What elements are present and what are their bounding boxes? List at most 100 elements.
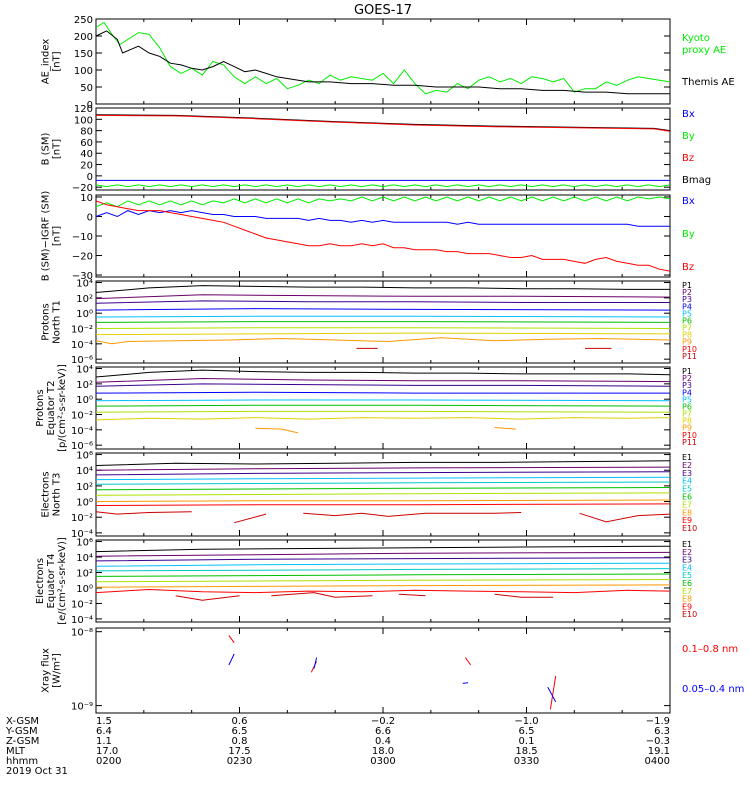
orbit-row-label: hhmm	[6, 756, 38, 767]
orbit-row-value: 0200	[96, 756, 121, 767]
panel-frame	[95, 18, 671, 105]
y-axis-label: Equator T4	[46, 554, 57, 609]
panel-pequator: 10⁴ 10² 10⁰ 10⁻² 10⁻⁴ 10⁻⁶ Protons Equator T2 [p…	[35, 364, 697, 452]
series-line-0-1-0-8-nm	[228, 635, 235, 644]
legend-label: P7	[682, 410, 692, 419]
y-tick-label: 10⁻²	[71, 513, 93, 524]
orbit-row-value: 1.5	[96, 716, 112, 727]
series-line-p6	[95, 321, 671, 323]
y-tick-label: 10⁻²	[71, 411, 93, 422]
legend-label: E1	[682, 453, 692, 462]
series-line-bx	[95, 210, 670, 227]
legend-label: By	[682, 131, 695, 142]
y-axis-label: [p/(cm²-s-sr-keV)]	[57, 364, 68, 452]
series-line-p8	[95, 417, 671, 421]
legend-label: E3	[682, 556, 692, 565]
y-axis-label: Equator T2	[46, 381, 57, 436]
series-line-0-1-0-8-nm	[464, 657, 472, 666]
orbit-row-value: 19.1	[648, 746, 670, 757]
panel-frame	[95, 194, 671, 278]
y-tick-label: 10⁻⁹	[71, 702, 93, 713]
y-tick-label: −20	[72, 252, 93, 263]
series-line-e10	[303, 512, 522, 517]
legend-label: P7	[682, 324, 692, 333]
legend-label: E8	[682, 508, 692, 517]
y-tick-label: 10	[80, 193, 93, 204]
y-tick-label: 10⁴	[76, 466, 93, 477]
series-line-p3	[95, 383, 671, 387]
y-axis-label: [nT]	[52, 51, 63, 71]
series-line-e5	[95, 481, 671, 485]
y-axis-label: [e/(cm²-s-sr-keV)]	[57, 537, 68, 625]
y-tick-label: 100	[74, 115, 93, 126]
legend-label: Bx	[682, 196, 695, 207]
panel-frame	[95, 627, 671, 714]
series-line-p2	[95, 377, 671, 383]
y-tick-label: 10⁶	[76, 538, 93, 549]
orbit-row-value: 0330	[514, 756, 539, 767]
legend-label: P11	[682, 438, 697, 447]
legend-label: P10	[682, 345, 697, 354]
series-line-0-1-0-8-nm	[549, 675, 557, 710]
series-line-e10	[234, 513, 267, 524]
series-line-e2	[95, 466, 671, 471]
legend-label: P6	[682, 316, 692, 325]
orbit-row-value: 6.5	[519, 726, 535, 737]
y-tick-label: 10⁰	[76, 584, 93, 595]
y-axis-label: North T1	[52, 300, 63, 344]
series-line-p1	[95, 285, 670, 293]
y-tick-label: 10⁻⁶	[71, 441, 93, 452]
legend-label: E2	[682, 461, 692, 470]
legend-label: P11	[682, 352, 697, 361]
y-tick-label: 10⁶	[76, 451, 93, 462]
legend-label: P9	[682, 424, 692, 433]
y-tick-label: 10⁻⁴	[71, 615, 93, 626]
y-tick-label: 20	[80, 161, 93, 172]
legend-label: E4	[682, 477, 692, 486]
panel-bigrf: −30 −20 −10 0 10 B (SM)−IGRF (SM) [nT] Bx By Bz	[41, 191, 695, 282]
series-line-e1	[95, 460, 671, 466]
series-line-p7	[95, 327, 671, 329]
series-line-p4	[95, 308, 671, 311]
series-line-e8	[95, 584, 671, 588]
series-line-e7	[95, 579, 671, 583]
orbit-row-value: 0230	[227, 756, 252, 767]
series-line-p3	[95, 300, 670, 304]
series-line-p5	[95, 399, 671, 402]
y-tick-label: 10⁻²	[71, 599, 93, 610]
legend-label: E7	[682, 587, 692, 596]
legend-label: P6	[682, 402, 692, 411]
legend-label: P4	[682, 388, 692, 397]
y-tick-label: 10²	[76, 568, 93, 579]
y-tick-label: 10⁻⁸	[71, 628, 93, 639]
series-line-0-05-0-4-nm	[462, 682, 469, 684]
series-line-e1	[95, 545, 671, 553]
orbit-row-value: 0.8	[232, 736, 248, 747]
y-tick-label: −10	[72, 232, 93, 243]
series-line-p9	[494, 427, 516, 430]
series-line-themis-ae	[95, 30, 670, 95]
legend-label: proxy AE	[682, 45, 726, 56]
series-line-e3	[95, 557, 671, 562]
y-axis-label: Xray flux	[41, 648, 52, 693]
series-line-e9	[95, 588, 671, 594]
date-label: 2019 Oct 31	[6, 766, 68, 777]
y-tick-label: 10⁰	[76, 498, 93, 509]
series-line-by	[95, 184, 671, 188]
panel-frame	[95, 107, 671, 191]
series-line-e10	[398, 593, 426, 597]
legend-label: P5	[682, 395, 692, 404]
series-line-e10	[175, 595, 240, 601]
y-tick-label: 10²	[76, 380, 93, 391]
y-tick-label: 150	[74, 49, 93, 60]
y-tick-label: 10²	[76, 294, 93, 305]
orbit-row-value: 6.4	[96, 726, 112, 737]
legend-label: E6	[682, 493, 692, 502]
legend-label: By	[682, 229, 695, 240]
orbit-row-value: 0400	[645, 756, 670, 767]
series-line-p2	[95, 294, 671, 300]
legend-label: P4	[682, 302, 692, 311]
